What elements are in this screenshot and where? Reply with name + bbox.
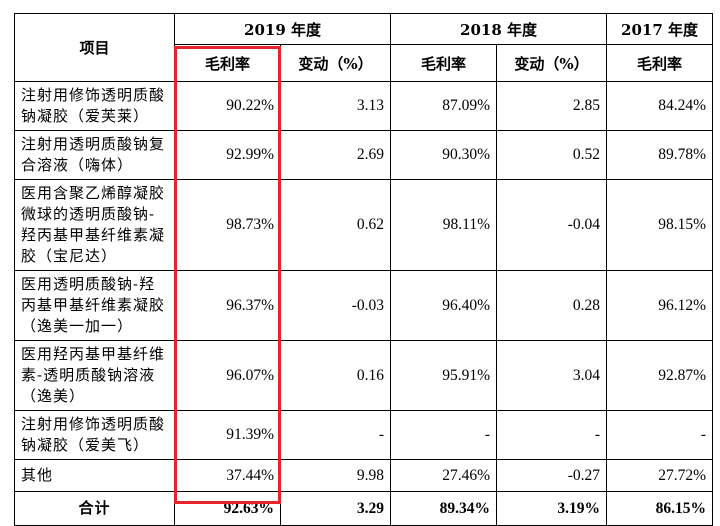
header-gm-2019: 毛利率 — [174, 44, 281, 82]
header-change-2019: 变动（%） — [279, 44, 392, 82]
cell-change-2019: 0.16 — [279, 340, 392, 411]
cell-gm-2019: 98.73% — [174, 179, 281, 271]
total-gm-2017: 86.15% — [606, 491, 714, 526]
total-change-2019: 3.29 — [279, 491, 392, 526]
cell-gm-2017: 27.72% — [606, 459, 714, 492]
table-row: 注射用透明质酸钠复合溶液（嗨体） 92.99% 2.69 90.30% 0.52… — [14, 130, 714, 180]
row-item: 医用羟丙基甲基纤维素-透明质酸钠溶液（逸美） — [14, 340, 175, 411]
cell-gm-2017: 84.24% — [606, 81, 714, 131]
header-item: 项目 — [14, 13, 175, 82]
row-item: 注射用透明质酸钠复合溶液（嗨体） — [14, 130, 175, 180]
cell-change-2019: 0.62 — [279, 179, 392, 271]
cell-gm-2018: 27.46% — [390, 459, 498, 492]
cell-gm-2017: - — [606, 410, 714, 460]
cell-gm-2019: 90.22% — [174, 81, 281, 131]
table-row: 注射用修饰透明质酸钠凝胶（爱美飞） 91.39% - - - - — [14, 410, 714, 460]
cell-gm-2018: 87.09% — [390, 81, 498, 131]
row-item: 其他 — [14, 459, 175, 492]
cell-gm-2018: 98.11% — [390, 179, 498, 271]
cell-gm-2018: 90.30% — [390, 130, 498, 180]
cell-change-2018: 0.28 — [496, 270, 608, 341]
cell-change-2018: 0.52 — [496, 130, 608, 180]
cell-gm-2017: 92.87% — [606, 340, 714, 411]
table-row: 医用含聚乙烯醇凝胶微球的透明质酸钠-羟丙基甲基纤维素凝胶（宝尼达） 98.73%… — [14, 179, 714, 271]
cell-gm-2019: 96.07% — [174, 340, 281, 411]
cell-change-2018: 2.85 — [496, 81, 608, 131]
cell-gm-2019: 92.99% — [174, 130, 281, 180]
cell-gm-2019: 37.44% — [174, 459, 281, 492]
cell-change-2019: 2.69 — [279, 130, 392, 180]
total-gm-2018: 89.34% — [390, 491, 498, 526]
cell-gm-2017: 98.15% — [606, 179, 714, 271]
cell-change-2018: -0.04 — [496, 179, 608, 271]
header-year-2019: 2019 年度 — [173, 13, 392, 45]
table-row: 其他 37.44% 9.98 27.46% -0.27 27.72% — [14, 459, 714, 492]
cell-gm-2017: 96.12% — [606, 270, 714, 341]
cell-change-2018: - — [496, 410, 608, 460]
header-gm-2017: 毛利率 — [606, 44, 714, 82]
total-change-2018: 3.19% — [496, 491, 608, 526]
header-gm-2018: 毛利率 — [390, 44, 498, 82]
header-change-2018: 变动（%） — [496, 44, 608, 82]
cell-gm-2018: 95.91% — [390, 340, 498, 411]
cell-gm-2018: - — [390, 410, 498, 460]
cell-gm-2018: 96.40% — [390, 270, 498, 341]
cell-change-2019: -0.03 — [279, 270, 392, 341]
cell-gm-2019: 91.39% — [174, 410, 281, 460]
cell-change-2019: 3.13 — [279, 81, 392, 131]
total-label: 合计 — [14, 491, 175, 526]
table-row: 注射用修饰透明质酸钠凝胶（爱芙莱） 90.22% 3.13 87.09% 2.8… — [14, 81, 714, 131]
header-year-2018: 2018 年度 — [390, 13, 608, 45]
cell-gm-2017: 89.78% — [606, 130, 714, 180]
header-year-2017: 2017 年度 — [606, 13, 714, 45]
total-row: 合计 92.63% 3.29 89.34% 3.19% 86.15% — [14, 491, 714, 526]
gross-margin-table-container: 项目 2019 年度 2018 年度 2017 年度 毛利率 变动（%） 毛利率… — [14, 13, 714, 526]
cell-gm-2019: 96.37% — [174, 270, 281, 341]
cell-change-2018: 3.04 — [496, 340, 608, 411]
cell-change-2018: -0.27 — [496, 459, 608, 492]
row-item: 注射用修饰透明质酸钠凝胶（爱芙莱） — [14, 81, 175, 131]
row-item: 医用透明质酸钠-羟丙基甲基纤维素凝胶（逸美一加一） — [14, 270, 175, 341]
table-row: 医用透明质酸钠-羟丙基甲基纤维素凝胶（逸美一加一） 96.37% -0.03 9… — [14, 270, 714, 341]
cell-change-2019: - — [279, 410, 392, 460]
cell-change-2019: 9.98 — [279, 459, 392, 492]
total-gm-2019: 92.63% — [174, 491, 281, 526]
gross-margin-table: 项目 2019 年度 2018 年度 2017 年度 毛利率 变动（%） 毛利率… — [14, 13, 714, 526]
table-row: 医用羟丙基甲基纤维素-透明质酸钠溶液（逸美） 96.07% 0.16 95.91… — [14, 340, 714, 411]
row-item: 注射用修饰透明质酸钠凝胶（爱美飞） — [14, 410, 175, 460]
row-item: 医用含聚乙烯醇凝胶微球的透明质酸钠-羟丙基甲基纤维素凝胶（宝尼达） — [14, 179, 175, 271]
